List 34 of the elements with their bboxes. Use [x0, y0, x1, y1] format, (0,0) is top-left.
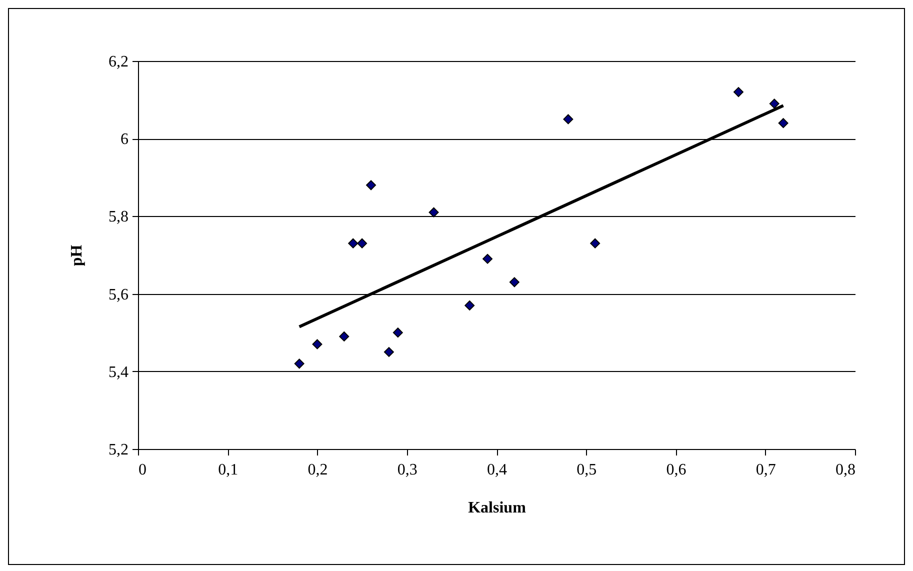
point: [482, 254, 493, 264]
x-tick-label: 0: [138, 462, 146, 478]
x-tick-label: 0,3: [397, 462, 418, 478]
point: [348, 238, 358, 248]
y-tick-label: 6,2: [108, 54, 128, 70]
y-tick-label: 5,8: [108, 208, 128, 226]
point: [357, 238, 368, 248]
point: [778, 118, 788, 128]
point: [366, 180, 376, 190]
x-tick-label: 0,7: [756, 462, 776, 478]
x-tick-label: 0,2: [308, 462, 328, 478]
y-tick-label: 5,2: [108, 442, 128, 458]
point: [590, 238, 600, 248]
point: [769, 98, 780, 109]
point: [339, 332, 350, 342]
x-tick-label: 0,6: [666, 462, 686, 478]
point: [384, 347, 394, 357]
point: [428, 207, 439, 218]
point: [509, 277, 520, 288]
x-tick-label: 0,4: [487, 462, 507, 478]
point: [392, 328, 403, 338]
x-axis-title: Kalsium: [468, 500, 527, 516]
y-tick-label: 5,4: [108, 364, 128, 381]
point: [563, 114, 574, 124]
y-tick-label: 5,6: [108, 286, 128, 304]
x-tick-label: 0,1: [218, 462, 238, 478]
x-tick-label: 0,8: [836, 462, 856, 478]
x-tick-label: 0,5: [576, 462, 597, 478]
y-axis-title: pH: [68, 244, 86, 266]
point: [294, 358, 304, 369]
point: [312, 339, 322, 350]
point: [734, 87, 744, 98]
point: [464, 300, 475, 310]
y-tick-label: 6: [120, 131, 128, 148]
